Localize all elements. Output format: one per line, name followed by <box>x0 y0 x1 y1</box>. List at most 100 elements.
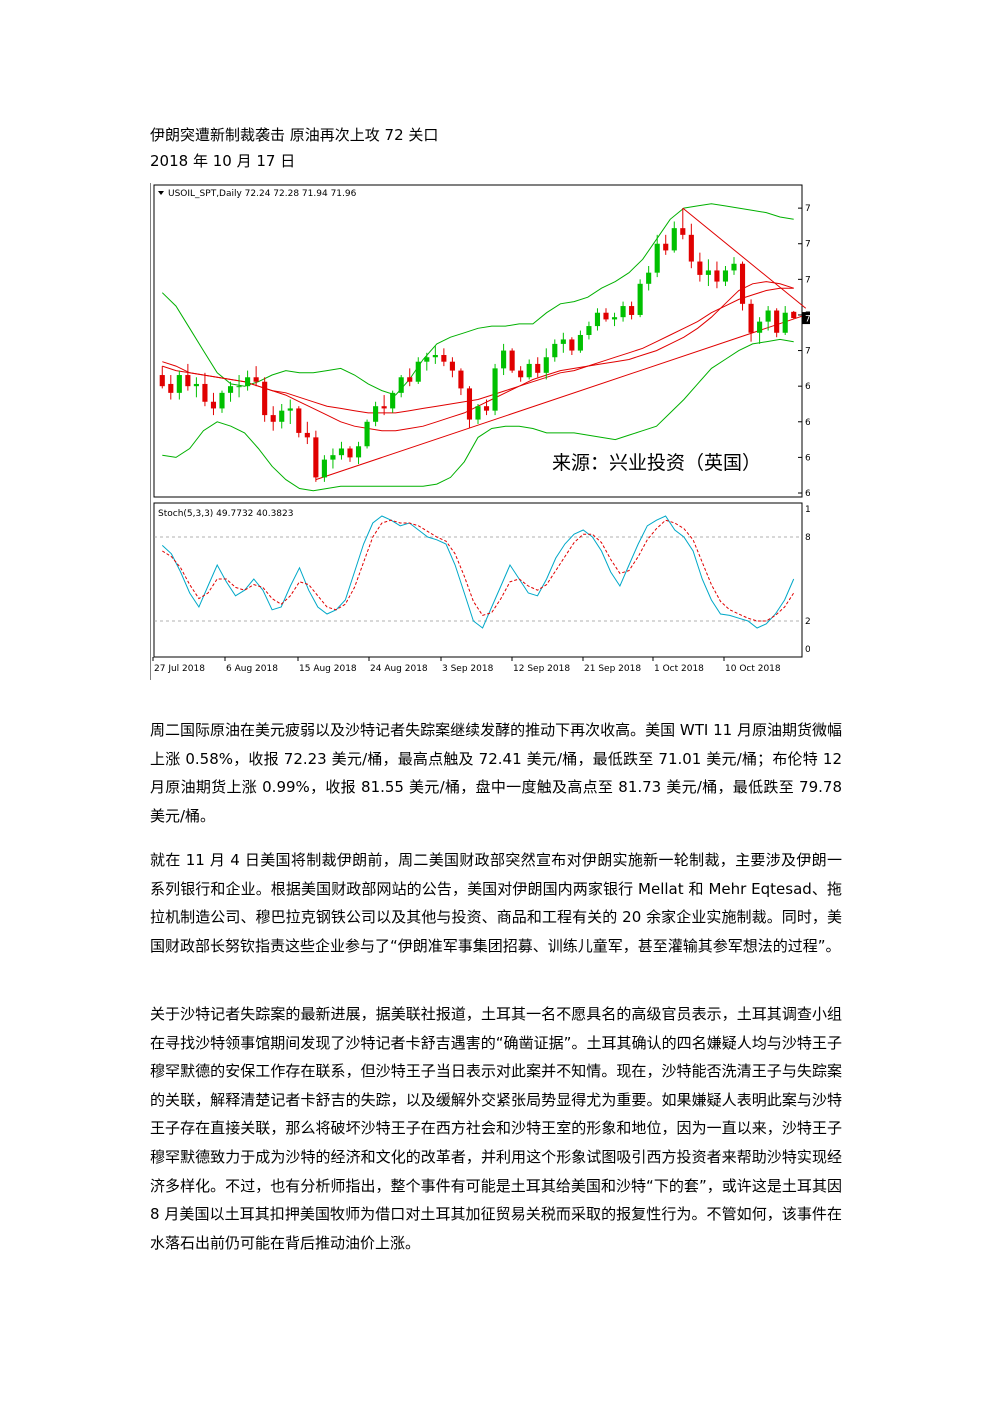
candle-body <box>543 357 549 373</box>
candle-body <box>714 270 720 282</box>
candle-body <box>586 326 592 335</box>
candle-body <box>782 312 788 333</box>
stoch-label: Stoch(5,3,3) 49.7732 40.3823 <box>158 509 293 519</box>
candle-body <box>176 375 182 393</box>
candle-body <box>629 306 635 315</box>
x-tick-label: 15 Aug 2018 <box>299 664 357 674</box>
candle-body <box>765 310 771 322</box>
x-tick-label: 27 Jul 2018 <box>154 664 205 674</box>
candle-body <box>219 392 225 409</box>
candle-body <box>466 388 473 420</box>
y-tick-label: 67.30 <box>805 418 810 428</box>
x-tick-label: 6 Aug 2018 <box>226 664 278 674</box>
candle-body <box>680 228 686 235</box>
candle-body <box>304 432 310 438</box>
candle-body <box>475 406 481 420</box>
candle-body <box>227 386 234 393</box>
candle-body <box>671 228 677 251</box>
candle-body <box>441 355 447 362</box>
stoch-main-line <box>161 515 795 629</box>
candle-body <box>492 368 498 411</box>
y-tick-label: 70.50 <box>805 347 810 357</box>
candle-body <box>748 303 754 333</box>
x-tick-label: 3 Sep 2018 <box>442 664 494 674</box>
resistance-trendline <box>682 207 807 309</box>
candle-body <box>526 363 532 378</box>
paragraph-2: 就在 11 月 4 日美国将制裁伊朗前，周二美国财政部突然宣布对伊朗实施新一轮制… <box>150 851 842 955</box>
paragraph-1: 周二国际原油在美元疲弱以及沙特记者失踪案继续发酵的推动下再次收高。美国 WTI … <box>150 721 842 825</box>
x-tick-label: 10 Oct 2018 <box>725 664 781 674</box>
candle-body <box>398 377 404 393</box>
candle-body <box>202 383 208 402</box>
candle-body <box>483 406 490 411</box>
candle-body <box>518 370 524 378</box>
candle-body <box>424 357 430 362</box>
stoch-panel-frame <box>153 502 803 658</box>
candle-body <box>637 283 643 315</box>
y-tick-label: 76.90 <box>805 204 810 214</box>
candle-body <box>663 243 669 251</box>
candle-body <box>654 243 660 273</box>
candle-body <box>253 377 259 382</box>
candle-body <box>270 415 276 422</box>
candle-body <box>705 270 711 275</box>
current-price-label: 71.96 <box>805 315 810 325</box>
candle-body <box>501 350 507 369</box>
candle-body <box>185 375 191 387</box>
candle-body <box>159 375 165 387</box>
support-trendline <box>315 314 806 481</box>
main-panel-frame <box>153 184 803 498</box>
bollinger-upper-line <box>161 203 794 396</box>
candle-body <box>168 383 174 393</box>
source-watermark: 来源：兴业投资（英国） <box>552 452 761 474</box>
candle-body <box>390 392 396 409</box>
candle-body <box>594 312 601 327</box>
candle-body <box>321 459 327 478</box>
candle-body <box>757 321 763 333</box>
y-tick-label: 64.10 <box>805 489 810 499</box>
candle-body <box>791 311 797 319</box>
dropdown-triangle-icon <box>158 191 164 195</box>
candle-body <box>449 361 455 371</box>
candle-body <box>731 263 737 271</box>
symbol-label: USOIL_SPT,Daily 72.24 72.28 71.94 71.96 <box>168 189 357 199</box>
candle-body <box>193 383 199 387</box>
candle-body <box>364 421 370 447</box>
candle-body <box>569 339 575 351</box>
candle-body <box>347 448 353 458</box>
x-tick-label: 12 Sep 2018 <box>513 664 570 674</box>
candle-body <box>381 406 387 409</box>
candle-body <box>620 306 626 318</box>
candle-body <box>407 377 413 382</box>
candle-body <box>262 381 268 416</box>
candle-body <box>355 446 362 458</box>
candle-body <box>245 377 251 387</box>
y-tick-label: 65.70 <box>805 453 810 463</box>
candle-body <box>432 355 438 358</box>
candle-body <box>535 363 541 373</box>
candle-body <box>739 263 746 304</box>
y-tick-label: 75.30 <box>805 240 810 250</box>
y-tick-label: 68.90 <box>805 382 810 392</box>
moving-average-slow-line <box>162 287 794 414</box>
chart-canvas: 76.9075.3073.7072.1070.5068.9067.3065.70… <box>150 183 810 680</box>
candle-body <box>560 339 566 344</box>
candle-body <box>552 343 558 358</box>
article-date: 2018 年 10 月 17 日 <box>150 152 296 170</box>
candle-body <box>509 350 515 371</box>
candle-body <box>210 401 217 409</box>
candle-body <box>603 312 609 320</box>
candle-body <box>313 437 319 478</box>
candle-body <box>722 270 729 282</box>
candle-body <box>458 370 464 389</box>
y-tick-label: 73.70 <box>805 275 810 285</box>
stoch-tick-label: 20 <box>805 617 810 627</box>
candle-body <box>338 448 345 456</box>
paragraph-3: 关于沙特记者失踪案的最新进展，据美联社报道，土耳其一名不愿具名的高级官员表示，土… <box>150 1005 842 1252</box>
candle-body <box>296 408 302 433</box>
candle-body <box>688 234 694 262</box>
stoch-tick-label: 0 <box>805 645 810 655</box>
candle-body <box>611 317 618 320</box>
current-price-box <box>802 312 810 325</box>
candle-body <box>236 386 242 388</box>
